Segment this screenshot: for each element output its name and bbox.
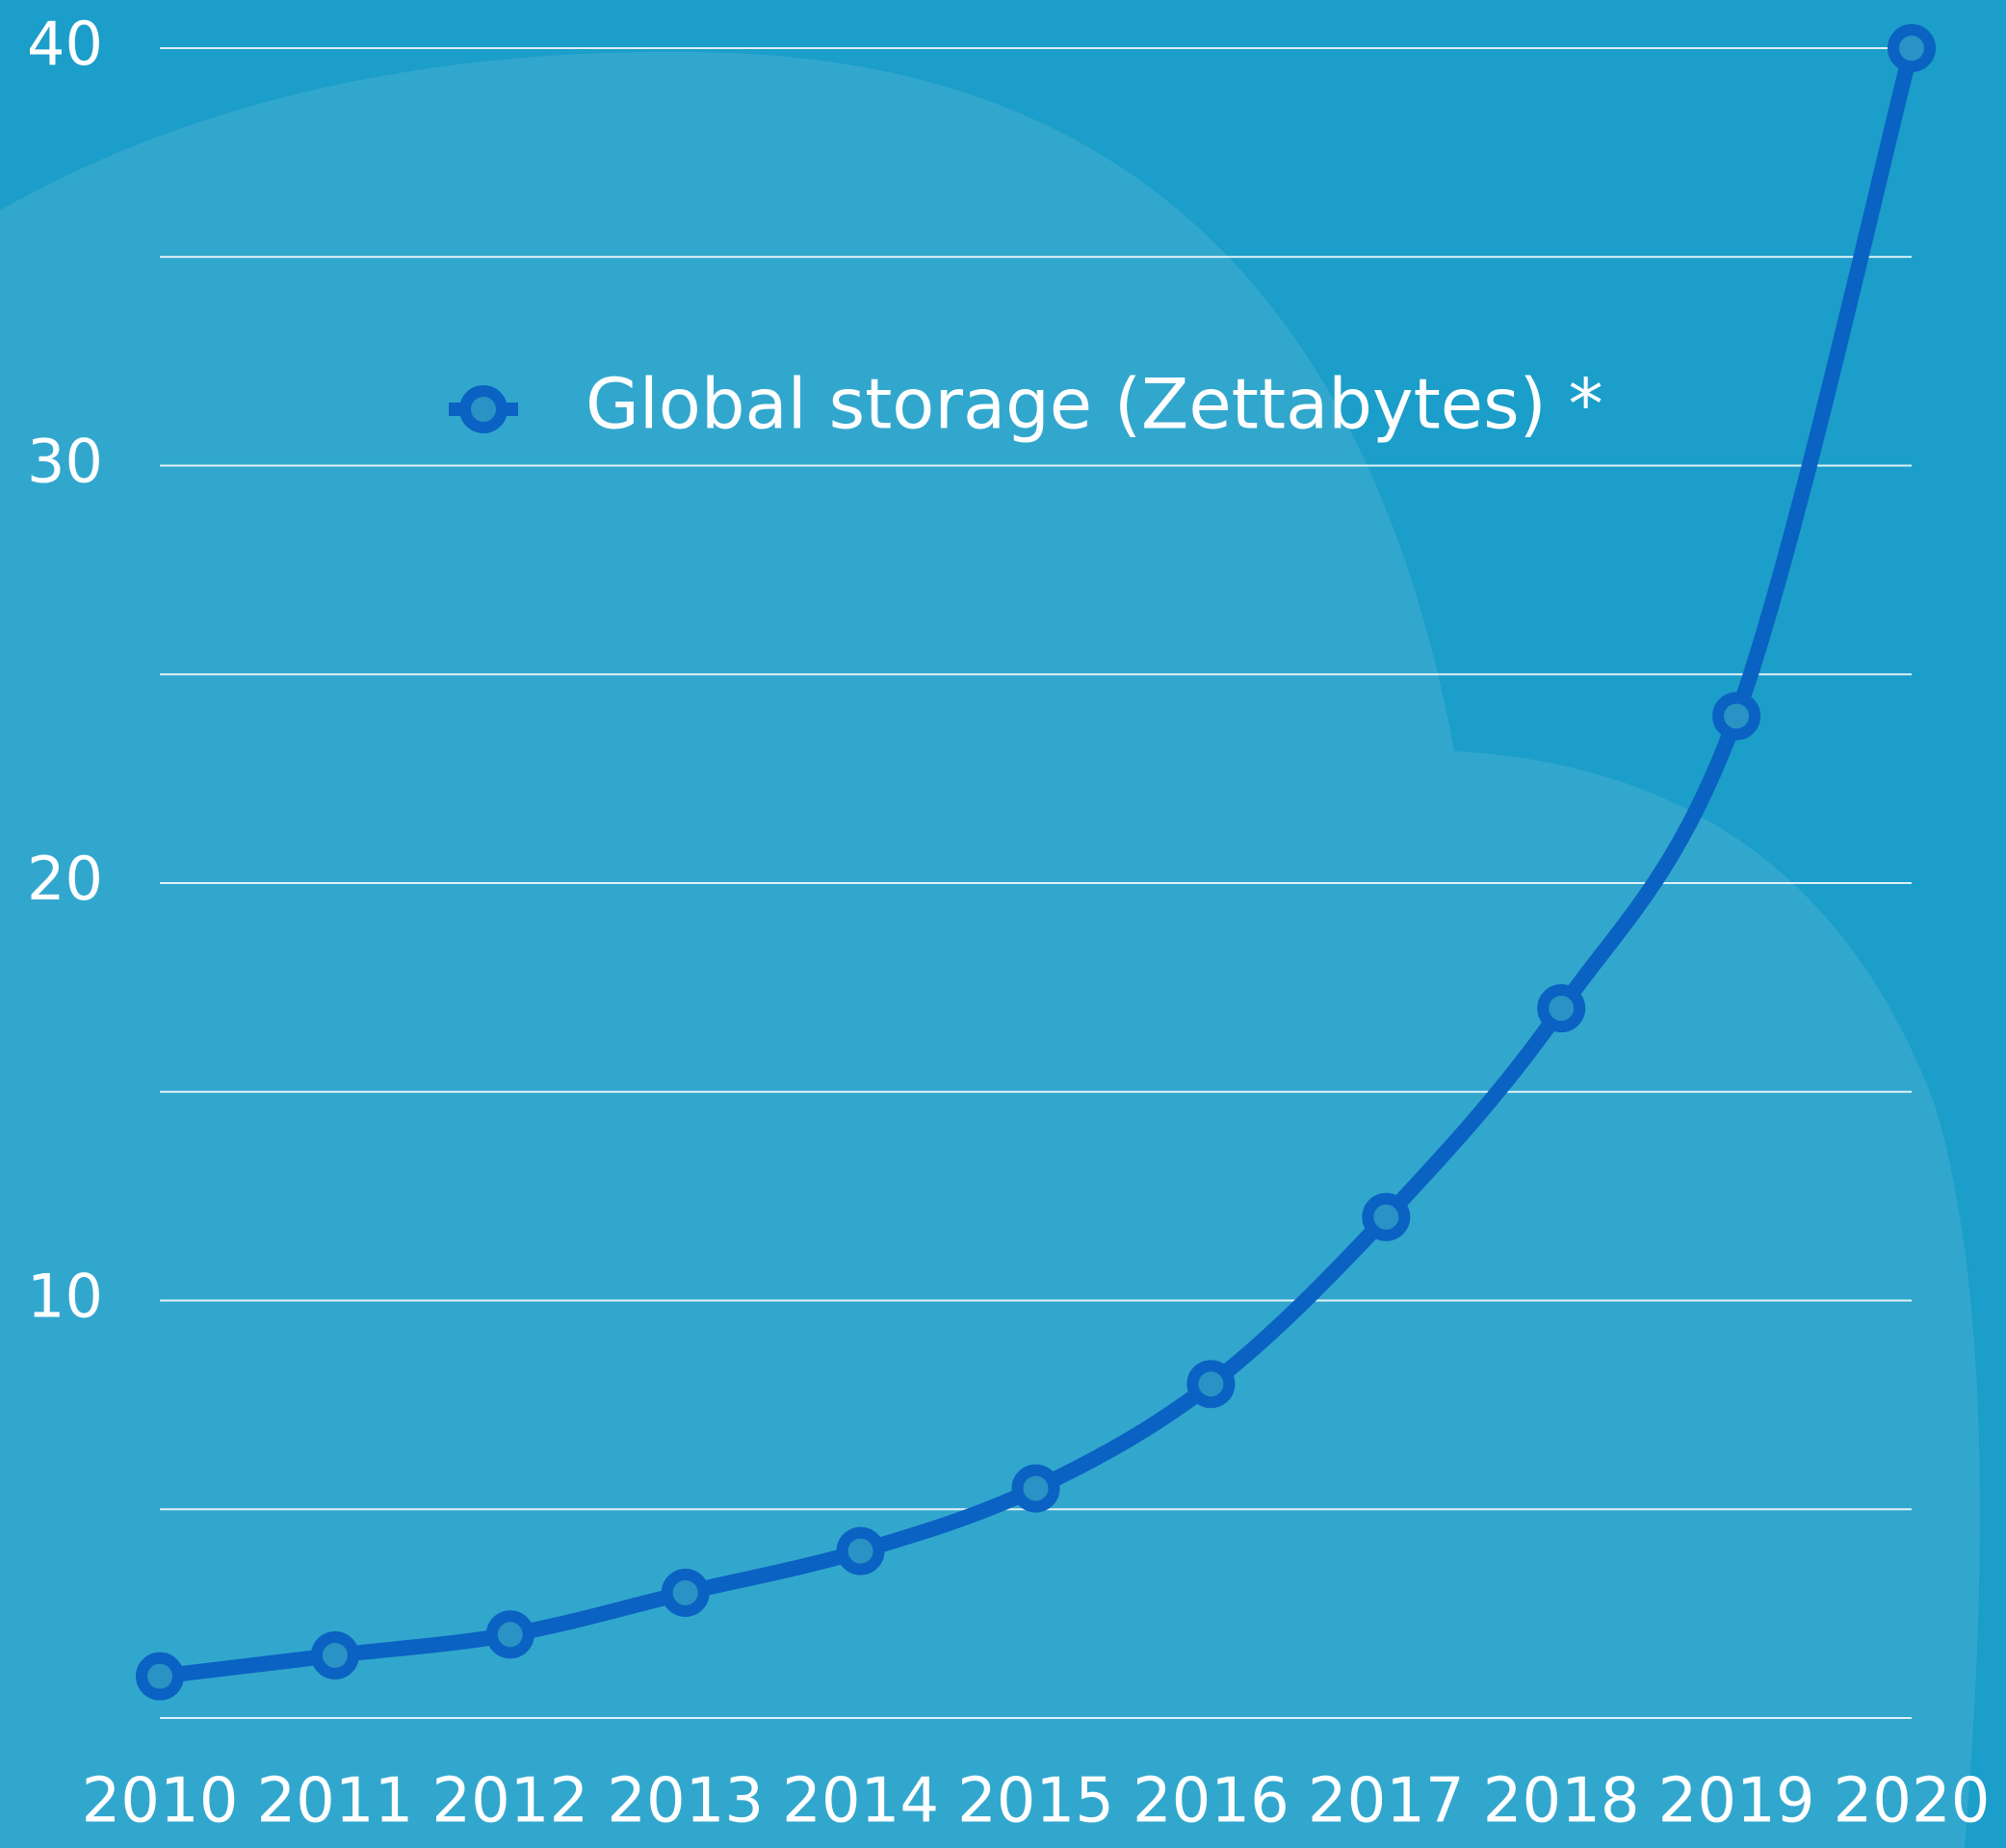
data-point <box>142 1658 178 1695</box>
data-point <box>492 1616 529 1653</box>
x-tick-label: 2014 <box>782 1766 939 1837</box>
legend: Global storage (Zettabytes) * <box>449 364 1603 445</box>
x-tick-label: 2020 <box>1834 1766 1991 1837</box>
x-tick-label: 2011 <box>256 1766 413 1837</box>
y-tick-label: 30 <box>27 427 103 497</box>
data-point <box>1718 698 1755 735</box>
x-tick-label: 2017 <box>1308 1766 1465 1837</box>
x-tick-label: 2010 <box>82 1766 239 1837</box>
x-tick-label: 2012 <box>431 1766 588 1837</box>
x-tick-label: 2015 <box>957 1766 1114 1837</box>
data-point <box>843 1533 879 1570</box>
x-tick-label: 2013 <box>607 1766 764 1837</box>
y-tick-label: 20 <box>27 844 103 914</box>
page: 10 20 30 40 20102011 2012 2013 2014 2015 2016 2017… <box>0 0 2006 1848</box>
chart: 10 20 30 40 20102011 2012 2013 2014 2015 2016 2017… <box>0 0 2006 1848</box>
x-tick-label: 2018 <box>1483 1766 1640 1837</box>
data-point <box>1368 1199 1404 1236</box>
data-point <box>667 1575 704 1611</box>
legend-label: Global storage (Zettabytes) * <box>586 364 1603 445</box>
legend-swatch-marker <box>465 391 502 428</box>
data-point <box>317 1637 353 1674</box>
y-tick-label: 40 <box>27 9 103 79</box>
data-point <box>1018 1471 1055 1507</box>
y-tick-label: 10 <box>27 1262 103 1332</box>
data-point <box>1192 1366 1229 1402</box>
x-tick-label: 2016 <box>1133 1766 1290 1837</box>
x-tick-label: 2019 <box>1658 1766 1815 1837</box>
data-point <box>1543 990 1579 1027</box>
data-point <box>1893 30 1930 66</box>
